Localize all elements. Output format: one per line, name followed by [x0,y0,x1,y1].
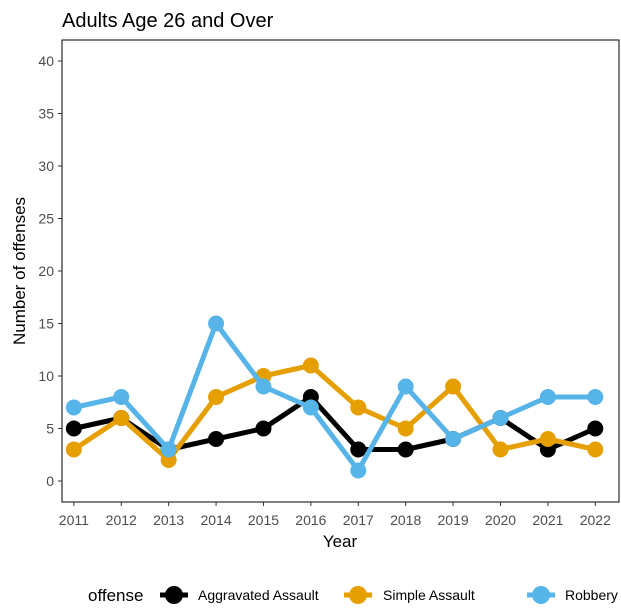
x-tick-label-2013: 2013 [153,512,184,528]
y-tick-label-35: 35 [38,106,54,122]
y-axis-title: Number of offenses [10,197,29,345]
data-point-robbery-2012 [113,389,130,405]
data-point-simple-assault-2019 [445,378,462,395]
x-axis: 2011 2012 2013 2014 2015 2016 2017 2018 2019 2020… [59,502,611,528]
chart-title: Adults Age 26 and Over [62,10,274,32]
x-tick-label-2012: 2012 [106,512,137,528]
legend-item-robbery: Robbery [527,586,618,604]
legend-title: offense [88,586,143,605]
data-point-robbery-2018 [397,378,414,395]
x-tick-label-2018: 2018 [390,512,421,528]
data-point-robbery-2020 [492,410,509,426]
data-point-robbery-2015 [255,378,272,395]
data-point-simple-assault-2017 [350,399,367,416]
data-point-simple-assault-2016 [302,357,319,374]
data-point-aggravated-assault-2017 [350,441,367,458]
data-point-robbery-2013 [160,441,177,458]
data-point-simple-assault-2021 [539,431,556,447]
data-point-robbery-2014 [208,315,225,332]
data-point-aggravated-assault-2014 [208,431,225,447]
data-point-simple-assault-2020 [492,441,509,458]
data-point-simple-assault-2012 [113,410,130,426]
data-point-robbery-2021 [539,389,556,405]
y-tick-label-0: 0 [46,473,54,489]
x-tick-label-2019: 2019 [438,512,469,528]
legend-item-aggravated-assault: Aggravated Assault [160,586,319,604]
x-tick-label-2017: 2017 [343,512,374,528]
data-point-aggravated-assault-2018 [397,441,414,458]
legend-marker-robbery [532,586,550,604]
data-point-robbery-2019 [445,431,462,447]
y-tick-label-5: 5 [46,421,54,437]
data-point-simple-assault-2014 [208,389,225,405]
data-point-simple-assault-2022 [587,441,604,458]
x-tick-label-2014: 2014 [200,512,231,528]
x-tick-label-2016: 2016 [295,512,326,528]
x-axis-title: Year [323,532,358,551]
legend-label-aggravated-assault: Aggravated Assault [198,587,319,603]
data-point-robbery-2017 [350,462,367,479]
y-tick-label-20: 20 [38,263,54,279]
legend: offense Aggravated Assault Simple Assault… [88,586,618,605]
y-tick-label-40: 40 [38,53,54,69]
legend-label-robbery: Robbery [565,587,618,603]
y-tick-label-10: 10 [38,368,54,384]
x-tick-label-2015: 2015 [248,512,279,528]
series-layer [65,315,604,479]
x-tick-label-2022: 2022 [580,512,611,528]
x-tick-label-2020: 2020 [485,512,516,528]
data-point-aggravated-assault-2022 [587,420,604,437]
y-tick-label-30: 30 [38,158,54,174]
y-tick-label-25: 25 [38,211,54,227]
data-point-simple-assault-2011 [65,441,82,458]
data-point-robbery-2016 [302,399,319,416]
legend-label-simple-assault: Simple Assault [383,587,475,603]
series-line-robbery [71,321,598,473]
data-point-simple-assault-2018 [397,420,414,437]
legend-item-simple-assault: Simple Assault [344,586,475,604]
data-point-aggravated-assault-2011 [65,420,82,437]
legend-marker-aggravated-assault [165,586,183,604]
legend-marker-simple-assault [349,586,367,604]
data-point-robbery-2022 [587,389,604,405]
y-axis: 0 5 10 15 20 25 30 35 40 [38,53,62,489]
x-tick-label-2011: 2011 [59,512,89,528]
series-line-simple-assault [71,363,598,463]
data-point-aggravated-assault-2015 [255,420,272,437]
x-tick-label-2021: 2021 [532,512,563,528]
data-point-robbery-2011 [65,399,82,416]
y-tick-label-15: 15 [38,316,54,332]
